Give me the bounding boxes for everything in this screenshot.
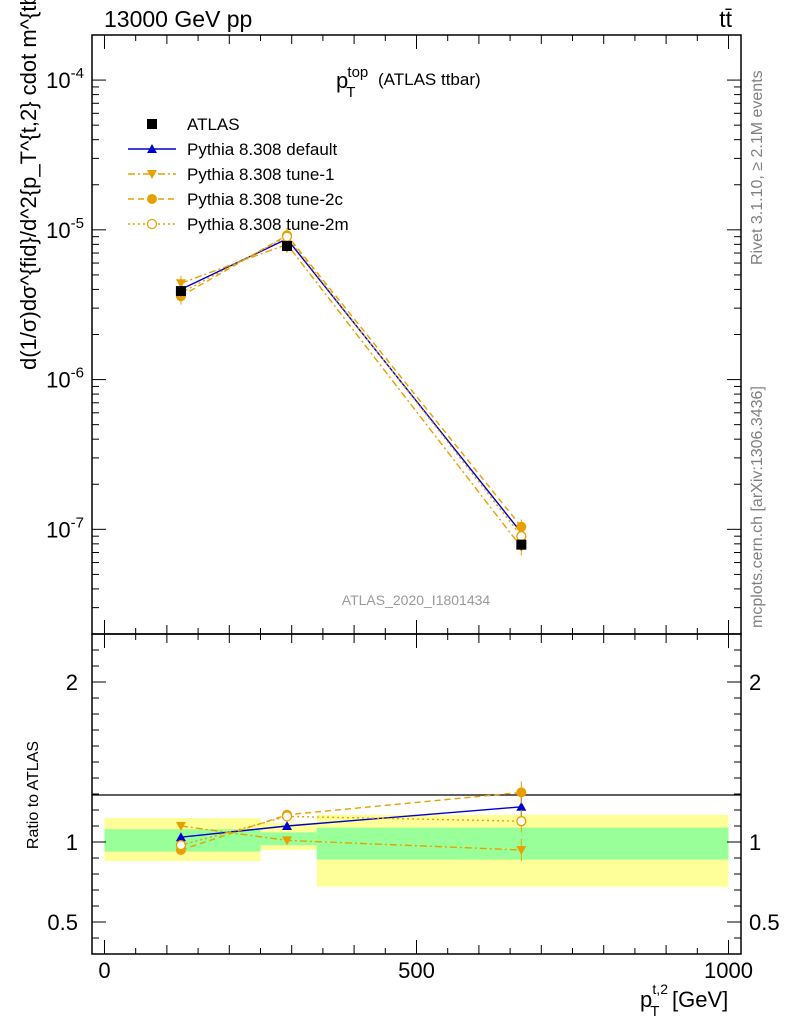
main-series-lines (180, 234, 522, 548)
main-series-markers (175, 227, 527, 556)
x-axis-label-main: p (640, 987, 652, 1012)
marker-tune2m (146, 218, 158, 230)
ratio-y-label: Ratio to ATLAS (25, 741, 42, 849)
x-tick-labels: 0 500 1000 (98, 958, 753, 983)
marker-tune1 (516, 846, 527, 855)
marker-default (175, 832, 186, 842)
marker-data (147, 119, 157, 129)
line-tune1 (180, 243, 522, 548)
marker-tune1 (282, 836, 293, 846)
ratio-tick-label-right: 2 (749, 670, 761, 695)
mcplots-label: mcplots.cern.ch [arXiv:1306.3436] (749, 386, 766, 628)
marker-tune1 (175, 279, 186, 289)
x-tick-label: 500 (398, 958, 435, 983)
legend-label-default: Pythia 8.308 default (187, 140, 338, 159)
rivet-label: Rivet 3.1.10, ≥ 2.1M events (749, 70, 766, 265)
line-tune2c (180, 234, 522, 528)
plot-title-sub: T (346, 84, 355, 101)
x-axis-label-sub: T (650, 1003, 659, 1020)
analysis-label: ATLAS_2020_I1801434 (342, 592, 491, 608)
header-right: tt̄ (719, 6, 732, 32)
marker-tune2m (281, 811, 293, 822)
marker-data (282, 240, 293, 251)
marker-tune2m (175, 840, 187, 851)
ratio-line-tune2m (180, 815, 522, 846)
marker-default (282, 821, 293, 830)
x-tick-label: 1000 (704, 958, 753, 983)
ratio-plot-frame (91, 633, 742, 955)
x-axis-label-rest: [GeV] (672, 987, 728, 1012)
ratio-band-inner (316, 827, 729, 860)
x-axis-label-sup: t,2 (652, 981, 668, 997)
plot-title-rest: (ATLAS ttbar) (378, 70, 481, 89)
marker-tune2m (516, 531, 527, 542)
header-left: 13000 GeV pp (104, 6, 252, 32)
legend-label-tune1: Pythia 8.308 tune-1 (187, 165, 334, 184)
y-tick-label: 10-7 (46, 514, 84, 542)
ratio-tick-label-right: 1 (749, 830, 761, 855)
ratio-bands (104, 814, 729, 887)
marker-tune2c (516, 521, 527, 532)
legend-label-tune2c: Pythia 8.308 tune-2c (187, 190, 343, 209)
ratio-ticks: 0.5 0.5 1 1 2 2 (47, 634, 780, 954)
legend: ATLAS Pythia 8.308 default Pythia 8.308 tu… (128, 115, 349, 234)
marker-default (516, 801, 527, 811)
marker-tune1 (147, 170, 157, 179)
ratio-tick-label: 0.5 (47, 910, 78, 935)
line-default (180, 238, 522, 534)
plot-title: pTtop (336, 64, 368, 101)
x-axis-label: pTt,2 [GeV] (640, 981, 728, 1020)
marker-data (516, 539, 527, 550)
legend-label-tune2m: Pythia 8.308 tune-2m (187, 215, 349, 234)
ratio-series-markers (175, 781, 527, 862)
marker-default (147, 144, 157, 153)
ratio-plot: 0.5 0.5 1 1 2 2 Ratio to ATLAS (25, 633, 780, 955)
y-tick-label: 10-6 (46, 365, 84, 393)
y-tick-label: 10-5 (46, 215, 84, 243)
marker-tune2m (516, 816, 527, 827)
x-tick-label: 0 (98, 958, 110, 983)
y-axis-label-text: d(1/σ)dσ^{fid}/d^2{p_T^{t,2} cdot m^{tba… (16, 0, 41, 370)
ratio-tick-label: 2 (66, 670, 78, 695)
main-plot: 10-7 10-6 10-5 10-4 pTtop (ATLAS ttbar) ATL… (16, 0, 742, 635)
main-ticks: 10-7 10-6 10-5 10-4 (46, 34, 741, 635)
y-tick-label: 10-4 (46, 65, 84, 93)
y-axis-label: d(1/σ)dσ^{fid}/d^2{p_T^{t,2} cdot m^{tba… (16, 0, 41, 370)
marker-tune2c (147, 194, 157, 204)
legend-label-data: ATLAS (187, 115, 240, 134)
marker-data (175, 286, 186, 297)
plot-title-main: p (336, 68, 348, 93)
ratio-tick-label: 1 (66, 830, 78, 855)
plot-title-sup: top (347, 64, 368, 81)
ratio-tick-label-right: 0.5 (749, 910, 780, 935)
line-tune2m (180, 235, 522, 537)
marker-tune2c (516, 787, 527, 798)
marker-tune1 (175, 822, 186, 831)
